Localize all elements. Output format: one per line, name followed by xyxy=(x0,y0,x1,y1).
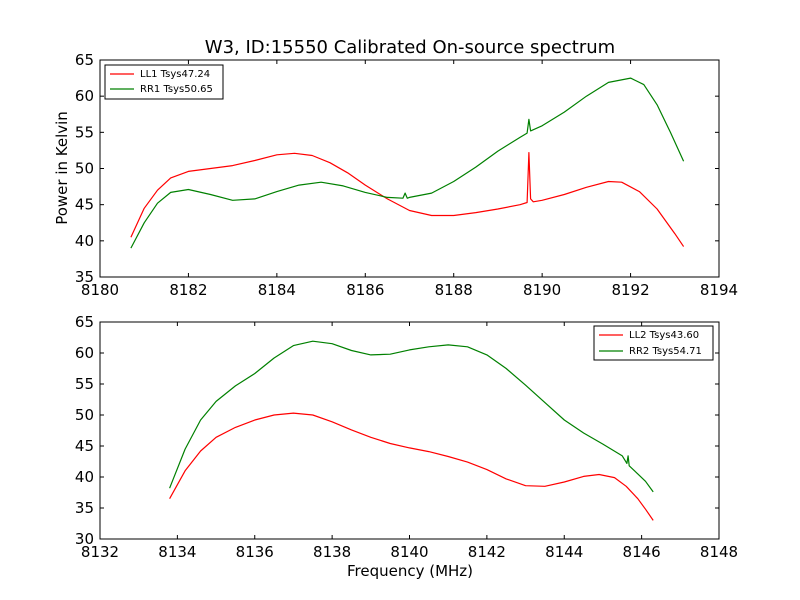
x-tick-label: 8194 xyxy=(700,281,738,299)
bottom-chart: Frequency (MHz) 8132 8134 8136 8138 8140 8142… xyxy=(75,313,738,580)
x-tick-label: 8188 xyxy=(435,281,473,299)
x-tick-label: 8148 xyxy=(700,543,738,561)
y-tick-label: 55 xyxy=(75,123,94,141)
legend: LL2 Tsys43.60 RR2 Tsys54.71 xyxy=(593,325,714,361)
y-tick-label: 45 xyxy=(75,437,94,455)
x-axis-ticks: 8180 8182 8184 8186 8188 8190 8192 8194 xyxy=(81,60,738,299)
x-tick-label: 8132 xyxy=(81,543,119,561)
legend-box xyxy=(593,325,714,361)
y-tick-label: 65 xyxy=(75,313,94,331)
y-tick-label: 55 xyxy=(75,375,94,393)
x-tick-label: 8180 xyxy=(81,281,119,299)
x-tick-label: 8192 xyxy=(611,281,649,299)
legend: LL1 Tsys47.24 RR1 Tsys50.65 xyxy=(104,64,224,100)
top-chart: W3, ID:15550 Calibrated On-source spectr… xyxy=(53,37,738,299)
x-tick-label: 8146 xyxy=(623,543,661,561)
y-tick-label: 40 xyxy=(75,468,94,486)
y-tick-label: 60 xyxy=(75,344,94,362)
plot-area xyxy=(130,77,685,249)
x-tick-label: 8186 xyxy=(346,281,384,299)
y-axis-ticks: 35 40 45 50 55 60 65 xyxy=(75,51,719,286)
legend-entry-ll2: LL2 Tsys43.60 xyxy=(629,330,699,341)
series-line-ll1 xyxy=(130,152,685,247)
y-axis-label: Power in Kelvin xyxy=(53,111,71,225)
series-line-rr1 xyxy=(130,77,685,249)
x-axis-label: Frequency (MHz) xyxy=(347,562,473,580)
legend-entry-rr2: RR2 Tsys54.71 xyxy=(629,346,702,357)
x-tick-label: 8134 xyxy=(158,543,196,561)
y-axis-ticks: 30 35 40 45 50 55 60 65 xyxy=(75,313,719,548)
y-tick-label: 40 xyxy=(75,232,94,250)
x-tick-label: 8184 xyxy=(258,281,296,299)
x-axis-ticks: 8132 8134 8136 8138 8140 8142 8144 8146 8148 xyxy=(81,322,738,561)
y-tick-label: 50 xyxy=(75,160,94,178)
x-tick-label: 8182 xyxy=(169,281,207,299)
y-tick-label: 60 xyxy=(75,87,94,105)
x-tick-label: 8140 xyxy=(390,543,428,561)
x-tick-label: 8190 xyxy=(523,281,561,299)
legend-box xyxy=(104,64,224,100)
y-tick-label: 65 xyxy=(75,51,94,69)
legend-entry-rr1: RR1 Tsys50.65 xyxy=(140,84,213,95)
x-tick-label: 8138 xyxy=(313,543,351,561)
chart-title: W3, ID:15550 Calibrated On-source spectr… xyxy=(205,37,615,58)
plot-area xyxy=(169,340,654,521)
y-tick-label: 30 xyxy=(75,530,94,548)
series-line-ll2 xyxy=(169,412,654,521)
y-tick-label: 35 xyxy=(75,268,94,286)
x-tick-label: 8144 xyxy=(545,543,583,561)
x-tick-label: 8142 xyxy=(468,543,506,561)
y-tick-label: 45 xyxy=(75,196,94,214)
legend-entry-ll1: LL1 Tsys47.24 xyxy=(140,69,210,80)
y-tick-label: 50 xyxy=(75,406,94,424)
x-tick-label: 8136 xyxy=(236,543,274,561)
series-line-rr2 xyxy=(169,340,654,493)
y-tick-label: 35 xyxy=(75,499,94,517)
